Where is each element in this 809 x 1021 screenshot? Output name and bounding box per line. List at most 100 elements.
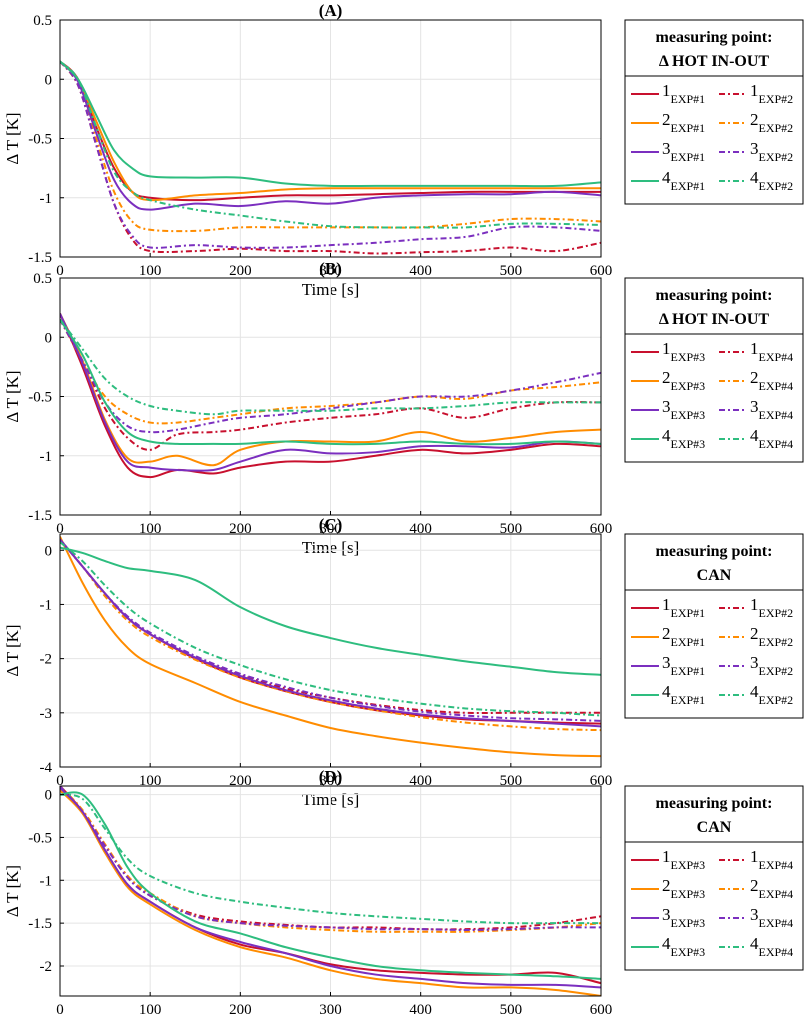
series-group	[60, 60, 601, 255]
legend-entry-label: 4EXP#4	[750, 934, 793, 959]
series-line-3-exp4	[60, 786, 601, 931]
series-line-2-exp2	[60, 538, 601, 732]
panel-title: (B)	[319, 259, 342, 278]
legend-entry-label: 1EXP#2	[750, 81, 793, 106]
x-tick-label: 0	[56, 1002, 64, 1018]
legend-box	[624, 19, 804, 205]
y-tick-label: -1	[40, 873, 53, 889]
y-axis-label: Δ T [K]	[3, 112, 22, 164]
series-line-4-exp2	[60, 541, 601, 717]
legend-entry-label: 2EXP#4	[750, 876, 793, 901]
y-tick-label: -1	[40, 597, 53, 613]
x-tick-label: 100	[139, 1002, 162, 1018]
chart-panel-b: 0 100 200 300 400 500 6000.50-0.5-1-1.5(B)Time…	[3, 259, 804, 557]
series-line-2-exp1	[60, 536, 601, 758]
legend-entry-label: 4EXP#3	[662, 934, 705, 959]
legend-box	[624, 533, 804, 719]
legend-entry-label: 1EXP#2	[750, 595, 793, 620]
legend: measuring point: Δ HOT IN-OUT 1EXP#1 1EXP#2…	[624, 19, 804, 205]
legend-entry-label: 3EXP#4	[750, 905, 793, 930]
series-line-3-exp4	[60, 319, 601, 434]
legend-entry-label: 1EXP#1	[662, 81, 705, 106]
x-tick-label: 500	[500, 773, 523, 789]
y-tick-label: -0.5	[28, 390, 52, 406]
y-axis-label: Δ T [K]	[3, 370, 22, 422]
x-tick-label: 200	[229, 1002, 252, 1018]
y-axis-label: Δ T [K]	[3, 624, 22, 676]
legend-header: CAN	[697, 567, 732, 584]
x-tick-label: 500	[500, 263, 523, 279]
y-tick-label: 0	[45, 72, 53, 88]
series-line-2-exp3	[60, 789, 601, 996]
legend-entry-label: 4EXP#2	[750, 168, 793, 193]
series-line-2-exp1	[60, 60, 601, 202]
series-line-2-exp3	[60, 313, 601, 467]
x-tick-label: 300	[319, 1002, 342, 1018]
series-group	[60, 786, 601, 996]
y-tick-label: 0.5	[33, 13, 52, 29]
legend-entry-label: 4EXP#3	[662, 426, 705, 451]
x-tick-label: 400	[409, 773, 432, 789]
legend-header: Δ HOT IN-OUT	[659, 53, 770, 70]
x-tick-label: 100	[139, 263, 162, 279]
legend-entry-label: 2EXP#4	[750, 368, 793, 393]
x-tick-label: 600	[590, 1002, 613, 1018]
y-tick-label: -3	[40, 706, 53, 722]
y-tick-label: -1.5	[28, 250, 52, 266]
legend-header: Δ HOT IN-OUT	[659, 311, 770, 328]
series-line-3-exp1	[60, 60, 601, 211]
legend-entry-label: 3EXP#2	[750, 139, 793, 164]
y-tick-label: -0.5	[28, 830, 52, 846]
y-axis-label: Δ T [K]	[3, 865, 22, 917]
legend-entry-label: 3EXP#1	[662, 139, 705, 164]
x-tick-label: 200	[229, 521, 252, 537]
series-line-4-exp4	[60, 793, 601, 925]
x-tick-label: 200	[229, 773, 252, 789]
series-group	[60, 313, 601, 479]
legend-entry-label: 1EXP#3	[662, 339, 705, 364]
legend-entry-label: 3EXP#4	[750, 397, 793, 422]
y-tick-label: -1.5	[28, 916, 52, 932]
legend-entry-label: 2EXP#3	[662, 876, 705, 901]
x-tick-label: 400	[409, 521, 432, 537]
x-tick-label: 100	[139, 521, 162, 537]
legend-entry-label: 4EXP#4	[750, 426, 793, 451]
y-tick-label: 0	[45, 788, 53, 804]
legend-entry-label: 1EXP#3	[662, 847, 705, 872]
y-tick-label: 0	[45, 330, 53, 346]
legend-entry-label: 1EXP#4	[750, 847, 793, 872]
series-line-2-exp2	[60, 60, 601, 233]
x-tick-label: 500	[500, 521, 523, 537]
legend-entry-label: 2EXP#1	[662, 624, 705, 649]
y-tick-label: -2	[40, 959, 53, 975]
legend-entry-label: 3EXP#1	[662, 653, 705, 678]
chart-panel-a: 0 100 200 300 400 500 6000.50-0.5-1-1.5(A)Time…	[3, 1, 804, 299]
legend: measuring point: Δ HOT IN-OUT 1EXP#3 1EXP#4…	[624, 277, 804, 463]
series-line-1-exp3	[60, 313, 601, 479]
x-tick-label: 100	[139, 773, 162, 789]
panel-title: (D)	[319, 767, 343, 786]
series-line-3-exp3	[60, 787, 601, 989]
y-tick-label: 0	[45, 543, 53, 559]
legend-entry-label: 1EXP#4	[750, 339, 793, 364]
series-line-4-exp2	[60, 60, 601, 229]
series-line-4-exp1	[60, 60, 601, 188]
legend-entry-label: 4EXP#1	[662, 168, 705, 193]
legend-entry-label: 3EXP#2	[750, 653, 793, 678]
x-tick-label: 300	[319, 263, 342, 279]
x-tick-label: 0	[56, 773, 64, 789]
x-tick-label: 500	[500, 1002, 523, 1018]
legend-header: measuring point:	[656, 287, 773, 304]
legend-entry-label: 1EXP#1	[662, 595, 705, 620]
legend-entry-label: 3EXP#3	[662, 397, 705, 422]
x-axis-label: Time [s]	[302, 1019, 359, 1021]
y-tick-label: 0.5	[33, 271, 52, 287]
x-tick-label: 0	[56, 521, 64, 537]
legend-header: measuring point:	[656, 29, 773, 46]
legend-header: measuring point:	[656, 795, 773, 812]
x-tick-label: 300	[319, 521, 342, 537]
series-line-3-exp3	[60, 313, 601, 472]
y-tick-label: -1	[40, 191, 53, 207]
legend-box	[624, 277, 804, 463]
x-tick-label: 300	[319, 773, 342, 789]
